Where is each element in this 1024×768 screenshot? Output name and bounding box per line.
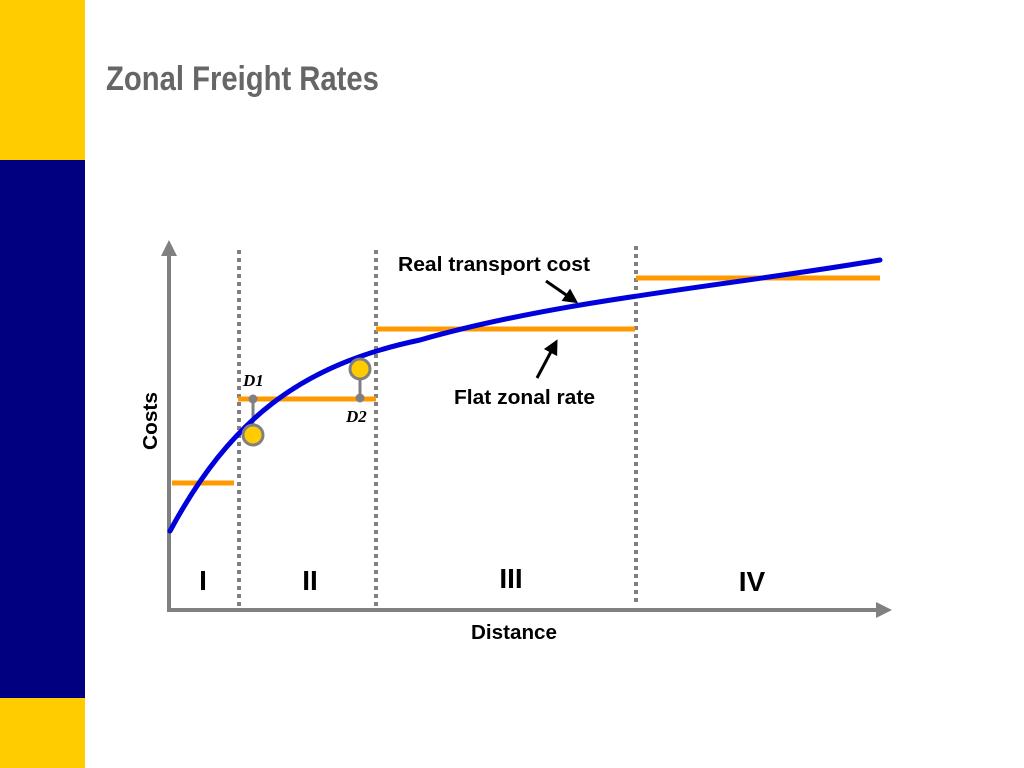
real-transport-cost-curve (167, 257, 883, 534)
flat-rate-annotation: Flat zonal rate (454, 387, 595, 409)
y-axis-arrowhead (161, 240, 177, 256)
real-cost-pointer-arrow (545, 279, 579, 304)
d2-label: D2 (345, 407, 367, 426)
zone-label-IV: IV (739, 566, 766, 597)
x-axis-label: Distance (471, 622, 557, 644)
d2-curve-marker (348, 357, 372, 381)
navy-band (0, 160, 85, 698)
page-title: Zonal Freight Rates (106, 60, 379, 98)
d1-label: D1 (242, 371, 264, 390)
yellow-band-bottom (0, 698, 85, 768)
d2-rate-dot (355, 393, 365, 403)
zone-label-II: II (302, 565, 318, 596)
yellow-band-top (0, 0, 85, 160)
real-cost-annotation: Real transport cost (398, 254, 590, 276)
d1-curve-marker (241, 423, 265, 447)
flat-rate-pointer-arrow (535, 339, 558, 379)
x-axis-arrowhead (876, 602, 892, 618)
zone-label-I: I (199, 565, 207, 596)
y-axis-label: Costs (140, 392, 162, 450)
zone-label-III: III (499, 563, 522, 594)
d1-rate-dot (248, 394, 258, 404)
